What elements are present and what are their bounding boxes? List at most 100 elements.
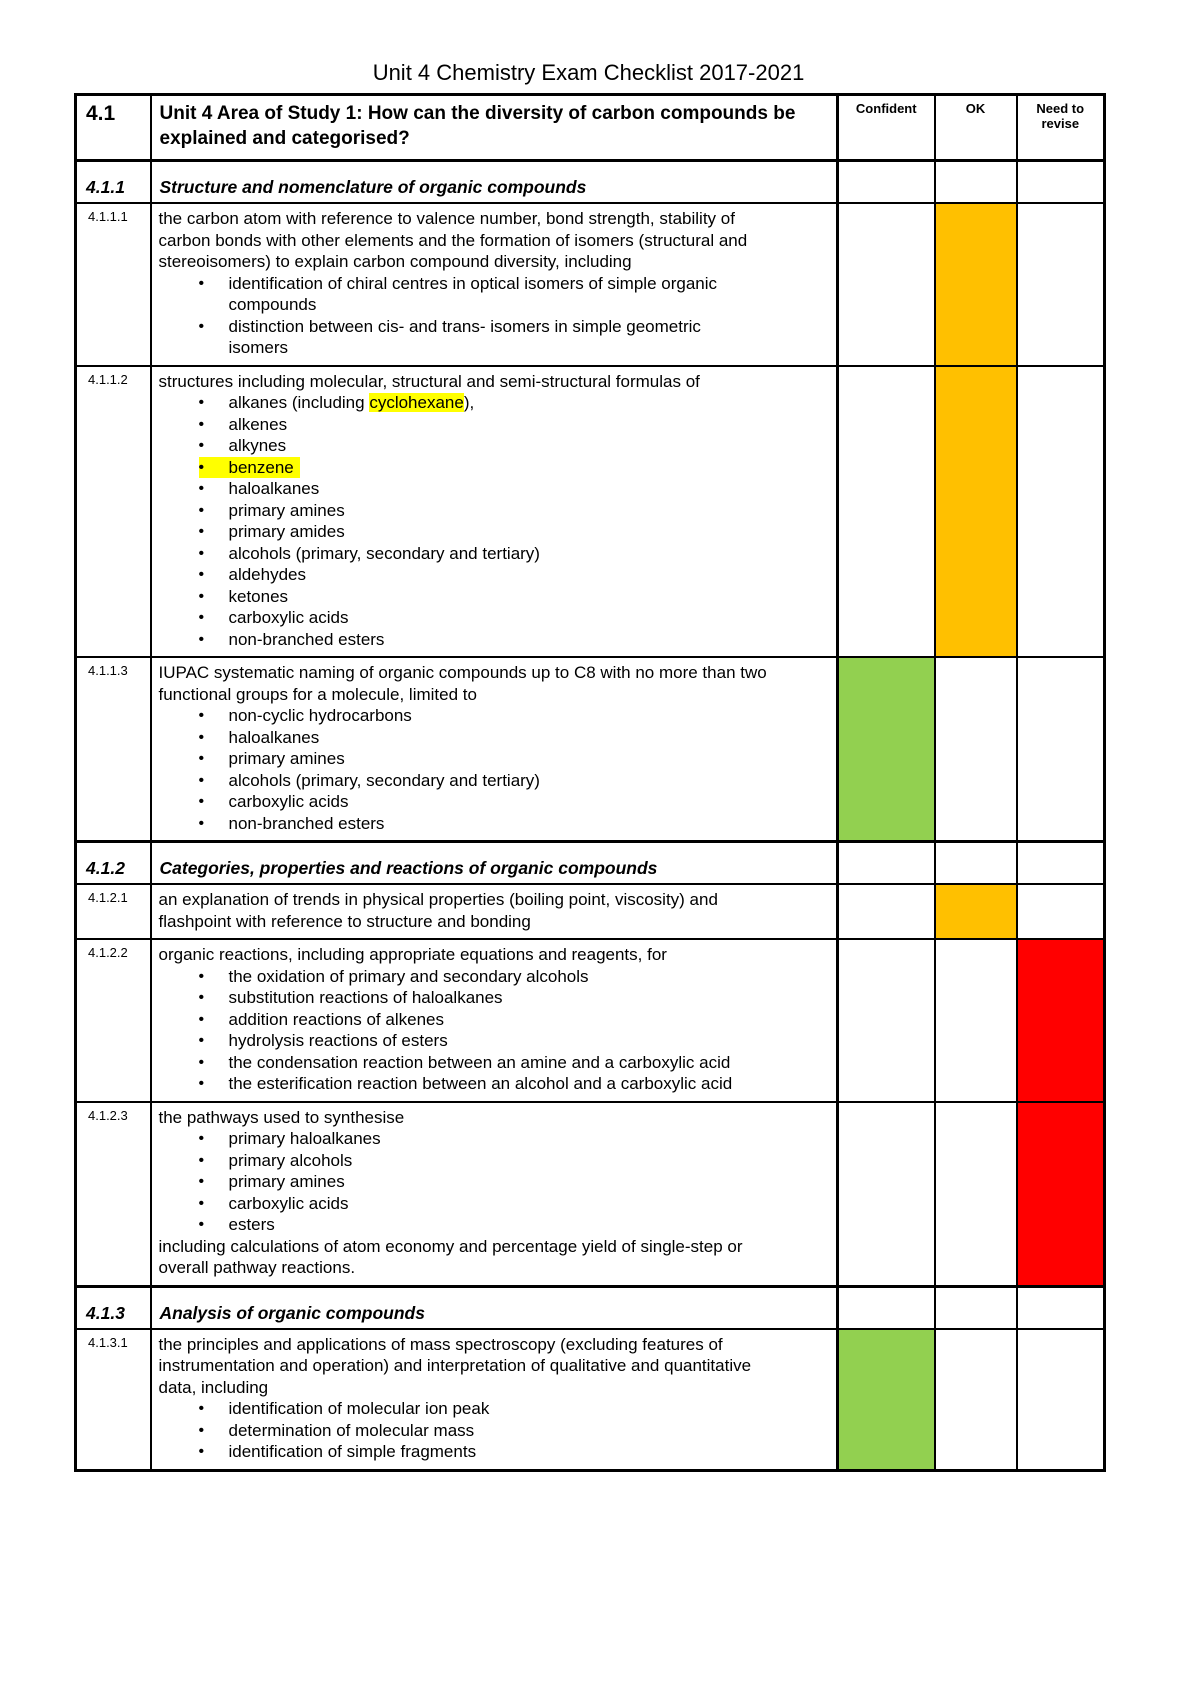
bullet-item: • haloalkanes [199,478,769,500]
bullet-line: • substitution reactions of haloalkanes [199,987,503,1009]
status-cell-need-to-revise[interactable] [1015,840,1106,885]
bullet-item: • the oxidation of primary and secondary … [199,966,769,988]
status-cell-confident[interactable] [836,1327,936,1471]
bullet-list: • identification of molecular ion peak • de… [159,1398,769,1463]
bullet-text: non-cyclic hydrocarbons [229,705,412,727]
status-cell-need-to-revise[interactable] [1015,364,1106,658]
status-cell-confident[interactable] [836,840,936,885]
bullet-text: haloalkanes [229,727,320,749]
bullet-item: • primary amines [199,500,769,522]
bullet-text: esters [229,1214,275,1236]
status-cell-need-to-revise[interactable] [1015,938,1106,1103]
item-row-4.1.2.3: 4.1.2.3 the pathways used to synthesise • p… [74,1100,1106,1287]
bullet-text: identification of molecular ion peak [229,1398,490,1420]
row-intro-text: organic reactions, including appropriate… [158,945,667,964]
bullet-item: • primary amines [199,1171,769,1193]
text-segment: haloalkanes [228,727,320,747]
status-cell-ok[interactable] [933,1327,1018,1471]
bullet-icon: • [198,609,205,626]
status-cell-confident[interactable] [836,656,936,843]
bullet-line: • non-branched esters [199,629,385,651]
status-cell-need-to-revise[interactable] [1015,159,1106,204]
status-cell-need-to-revise[interactable] [1015,1100,1106,1287]
status-cell-need-to-revise[interactable] [1015,656,1106,843]
status-cell-confident[interactable] [836,159,936,204]
bullet-line: • alcohols (primary, secondary and tertia… [199,543,540,565]
text-segment: the esterification reaction between an a… [228,1074,733,1093]
status-cell-need-to-revise[interactable] [1015,1284,1106,1330]
bullet-line: • identification of chiral centres in opt… [199,273,749,316]
text-segment: hydrolysis reactions of esters [228,1031,448,1050]
row-number: 4.1.2.1 [74,883,152,940]
bullet-item: • carboxylic acids [199,1193,769,1215]
bullet-icon: • [198,501,205,519]
bullet-icon: • [198,587,205,605]
bullet-item: • substitution reactions of haloalkanes [199,987,769,1009]
header-area-of-study-title: Unit 4 Area of Study 1: How can the dive… [149,93,839,162]
text-segment: the condensation reaction between an ami… [228,1052,731,1072]
bullet-text: alcohols (primary, secondary and tertiar… [229,770,540,792]
status-cell-confident[interactable] [836,883,936,940]
bullet-item: • the condensation reaction between an am… [199,1052,769,1074]
status-cell-need-to-revise[interactable] [1015,883,1106,940]
bullet-text: carboxylic acids [229,791,349,813]
status-cell-ok[interactable] [933,883,1018,940]
bullet-item: • the esterification reaction between an … [199,1073,769,1095]
bullet-line: • primary haloalkanes [199,1128,381,1150]
bullet-item: • aldehydes [199,564,769,586]
bullet-line: • carboxylic acids [199,791,349,813]
bullet-icon: • [198,1151,205,1169]
row-content: organic reactions, including appropriate… [149,938,839,1103]
bullet-item: • ketones [199,586,769,608]
text-segment: ketones [228,586,289,606]
status-cell-ok[interactable] [933,159,1018,204]
row-intro-text: an explanation of trends in physical pro… [158,890,718,931]
status-cell-ok[interactable] [933,364,1018,658]
text-segment: alcohols (primary, secondary and tertiar… [228,543,540,563]
text-segment: addition reactions of alkenes [228,1009,444,1029]
status-cell-ok[interactable] [933,202,1018,367]
status-cell-confident[interactable] [836,202,936,367]
status-cell-ok[interactable] [933,1284,1018,1330]
text-segment: identification of simple fragments [228,1442,477,1461]
bullet-item: • non-cyclic hydrocarbons [199,705,769,727]
bullet-line: • haloalkanes [199,727,320,749]
bullet-icon: • [198,750,205,767]
bullet-item: • alcohols (primary, secondary and tertia… [199,770,769,792]
text-segment: determination of molecular mass [228,1420,475,1440]
status-cell-confident[interactable] [836,1100,936,1287]
text-segment: primary amines [228,749,345,768]
bullet-item: • non-branched esters [199,629,769,651]
bullet-item: • alcohols (primary, secondary and tertia… [199,543,769,565]
bullet-icon: • [198,480,205,497]
text-segment: carboxylic acids [228,608,349,627]
bullet-text: alkanes (including cyclohexane), [229,392,474,414]
bullet-text: primary amides [229,521,345,543]
bullet-item: • benzene [198,456,769,479]
status-cell-confident[interactable] [836,364,936,658]
row-content: IUPAC systematic naming of organic compo… [149,656,839,843]
status-cell-need-to-revise[interactable] [1015,202,1106,367]
status-cell-ok[interactable] [933,1100,1018,1287]
page-title: Unit 4 Chemistry Exam Checklist 2017-202… [372,60,805,85]
bullet-line: • primary amines [199,1171,345,1193]
status-cell-confident[interactable] [836,1284,936,1330]
text-segment: non-branched esters [228,813,385,833]
bullet-item: • primary amines [199,748,769,770]
status-cell-ok[interactable] [933,840,1018,885]
status-cell-ok[interactable] [933,656,1018,843]
bullet-text: benzene [229,457,294,479]
row-number: 4.1.3.1 [74,1327,152,1471]
bullet-item: • identification of chiral centres in opt… [199,273,769,316]
text-segment: identification of chiral centres in opti… [228,273,718,315]
row-number: 4.1.1.2 [74,364,152,658]
status-cell-need-to-revise[interactable] [1015,1327,1106,1471]
status-cell-confident[interactable] [836,938,936,1103]
status-cell-ok[interactable] [933,938,1018,1103]
row-content: structures including molecular, structur… [149,364,839,658]
row-number: 4.1.2.2 [74,938,152,1103]
header-section-number: 4.1 [74,93,152,162]
row-content: the pathways used to synthesise • primary … [149,1100,839,1287]
bullet-icon: • [198,544,205,562]
bullet-icon: • [198,1216,205,1233]
